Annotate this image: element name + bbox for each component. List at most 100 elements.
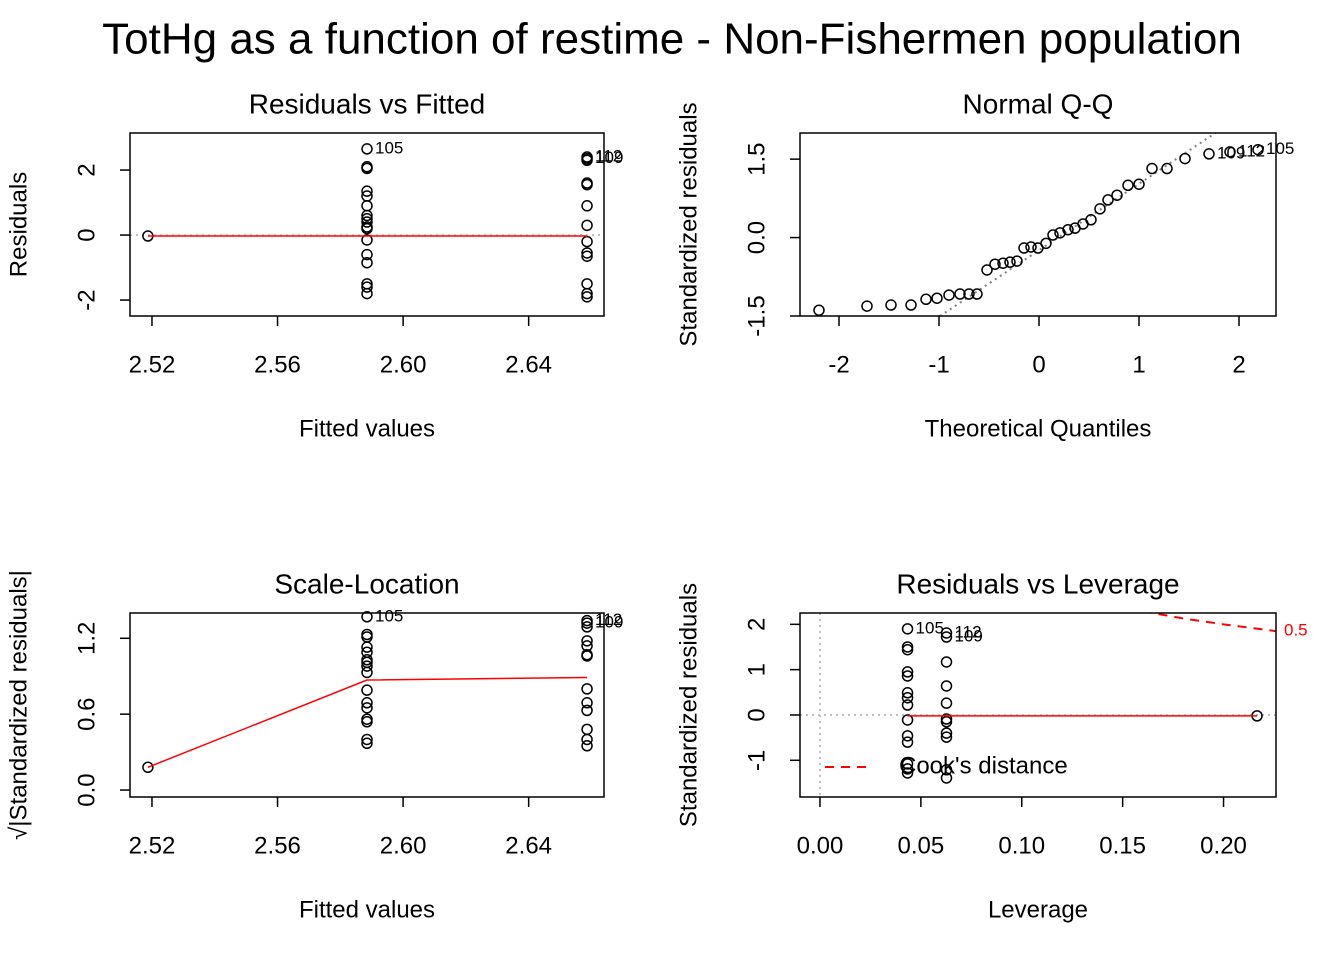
panel-title: Residuals vs Fitted [249, 88, 486, 119]
y-tick-label: -1.5 [743, 295, 770, 336]
point [581, 200, 593, 212]
y-tick-label: -1 [743, 750, 770, 771]
point [940, 656, 953, 668]
x-axis-label: Fitted values [299, 896, 435, 923]
point [940, 697, 953, 709]
point [361, 697, 373, 709]
panel: Residuals vs Fitted Fitted values Residual… [5, 88, 623, 442]
point [581, 617, 593, 629]
panel: Residuals vs Leverage Leverage Standardize… [675, 568, 1307, 923]
y-axis-label: √|Standardized residuals| [5, 570, 32, 840]
x-tick-label: 2.60 [380, 351, 427, 378]
point [581, 683, 593, 695]
point [940, 680, 953, 692]
point [581, 250, 593, 262]
point [940, 716, 953, 728]
point [901, 730, 914, 742]
point [581, 178, 593, 191]
point [1011, 255, 1023, 267]
point [1224, 146, 1236, 158]
panel-title: Scale-Location [274, 568, 459, 599]
point-label: 105 [916, 618, 944, 637]
point [361, 611, 373, 623]
point [954, 288, 966, 300]
x-tick-label: -2 [828, 351, 849, 378]
x-tick-label: 2.52 [129, 832, 176, 859]
x-tick-label: 2.60 [380, 832, 427, 859]
y-tick-label: 1.5 [743, 142, 770, 175]
point [361, 684, 373, 696]
point [1040, 237, 1052, 250]
x-tick-label: 0.00 [797, 832, 844, 859]
plot-frame [799, 612, 1277, 798]
point [989, 258, 1001, 270]
x-tick-label: 2.64 [505, 351, 552, 378]
point [901, 758, 914, 770]
point [931, 292, 943, 304]
point [1062, 223, 1074, 236]
point [361, 281, 373, 293]
point [940, 627, 953, 639]
point [1122, 179, 1134, 192]
y-tick-label: 0.0 [73, 773, 100, 806]
point [581, 697, 593, 709]
x-tick-label: -1 [928, 351, 949, 378]
point [361, 716, 373, 728]
x-tick-label: 2.56 [254, 351, 301, 378]
point-label: 109 [1217, 143, 1245, 162]
y-tick-label: 0 [743, 708, 770, 721]
point [920, 293, 932, 306]
x-tick-label: 0.10 [998, 832, 1045, 859]
point [901, 767, 914, 779]
y-axis-label: Standardized residuals [675, 102, 702, 346]
panel-title: Residuals vs Leverage [896, 568, 1179, 599]
point [901, 714, 914, 726]
point-label: 109 [595, 148, 623, 167]
point-label: 105 [375, 606, 403, 625]
point [940, 764, 953, 776]
point [581, 621, 593, 633]
point [943, 289, 955, 301]
point [581, 291, 593, 303]
point-label: 109 [595, 613, 623, 632]
point [361, 666, 373, 679]
point [905, 299, 917, 311]
cooks-distance-curve [1147, 613, 1276, 633]
point [1004, 256, 1016, 268]
point [581, 287, 593, 300]
point [361, 234, 373, 246]
point [901, 666, 914, 678]
x-tick-label: 2 [1232, 351, 1245, 378]
y-tick-label: 0.0 [743, 221, 770, 254]
point [581, 704, 593, 717]
point [1161, 162, 1173, 175]
point [581, 154, 593, 167]
point [361, 162, 373, 175]
x-tick-label: 0.05 [898, 832, 945, 859]
point [901, 699, 914, 711]
y-tick-label: 2 [73, 163, 100, 176]
point [940, 731, 953, 743]
point [361, 737, 373, 750]
point [1133, 178, 1145, 190]
point [361, 216, 373, 228]
point [1179, 152, 1191, 165]
point-label: 112 [595, 610, 622, 629]
x-tick-label: 2.52 [129, 351, 176, 378]
y-tick-label: 0.6 [73, 697, 100, 730]
point [901, 763, 914, 775]
point [361, 660, 373, 672]
x-tick-label: 0.20 [1200, 832, 1247, 859]
point [361, 209, 373, 222]
x-tick-label: 2.64 [505, 832, 552, 859]
x-tick-label: 0 [1032, 351, 1045, 378]
point [1085, 214, 1097, 226]
point [901, 691, 914, 704]
x-tick-label: 0.15 [1099, 832, 1146, 859]
cooks-level-label: 0.5 [1284, 621, 1308, 640]
point [361, 143, 373, 155]
point [1094, 203, 1106, 215]
panel: Normal Q-Q Theoretical Quantiles Standardi… [675, 88, 1294, 442]
point [1252, 143, 1264, 156]
